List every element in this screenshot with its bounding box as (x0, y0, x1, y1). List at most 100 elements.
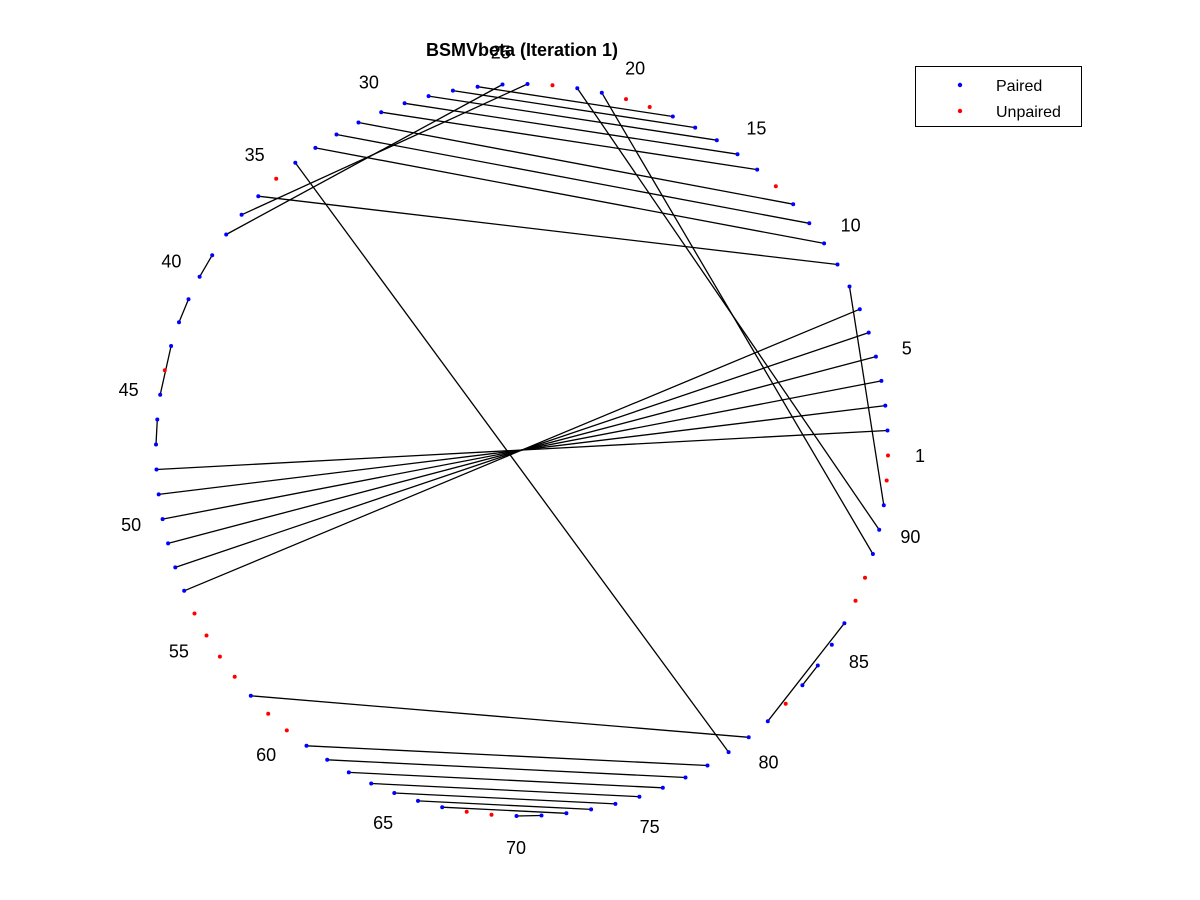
paired-point-52 (173, 565, 178, 570)
pair-line-24-37 (241, 83, 528, 216)
paired-point-42 (177, 320, 181, 325)
pair-line-58-80 (250, 695, 749, 738)
pair-line-34-79 (294, 162, 730, 753)
pair-line-63-76 (348, 771, 663, 789)
pair-line-65-74 (394, 792, 616, 805)
index-label-15: 15 (746, 118, 766, 138)
index-label-10: 10 (841, 215, 861, 235)
pair-line-25-38 (225, 83, 503, 236)
legend-paired-marker (957, 82, 963, 88)
paired-point-40 (197, 274, 202, 279)
unpaired-point-69 (489, 812, 494, 817)
paired-point-75 (637, 794, 642, 799)
paired-point-31 (356, 120, 361, 125)
paired-point-34 (293, 160, 298, 165)
unpaired-point-92 (884, 478, 889, 483)
pair-line-61-78 (306, 745, 708, 767)
paired-point-37 (239, 212, 244, 217)
pair-line-11-32 (336, 133, 810, 224)
paired-point-49 (156, 492, 161, 497)
paired-point-8 (847, 284, 852, 289)
paired-point-36 (256, 194, 261, 199)
paired-point-84 (815, 663, 820, 668)
index-label-5: 5 (902, 338, 912, 358)
unpaired-point-60 (284, 728, 289, 733)
pair-line-46-47 (155, 419, 158, 445)
paired-point-10 (822, 241, 827, 246)
paired-point-67 (440, 805, 445, 810)
index-label-25: 25 (491, 43, 511, 63)
pair-line-16-28 (428, 95, 717, 141)
index-label-70: 70 (506, 838, 526, 858)
paired-point-25 (500, 82, 505, 87)
paired-point-63 (346, 770, 351, 775)
unpaired-point-55 (204, 633, 209, 638)
index-label-50: 50 (121, 515, 141, 535)
index-label-1: 1 (915, 446, 925, 466)
unpaired-point-13 (773, 184, 778, 189)
paired-point-86 (842, 621, 847, 626)
pair-line-67-72 (442, 806, 567, 814)
unpaired-point-82 (783, 701, 788, 706)
legend-box (915, 66, 1082, 127)
unpaired-point-35 (274, 176, 279, 181)
pair-line-15-29 (404, 102, 738, 155)
pair-line-8-91 (848, 286, 885, 506)
paired-point-7 (857, 307, 862, 312)
paired-point-29 (402, 101, 407, 106)
index-label-35: 35 (245, 145, 265, 165)
paired-point-48 (154, 467, 159, 472)
paired-point-53 (182, 588, 187, 593)
index-label-20: 20 (625, 58, 645, 78)
paired-point-38 (224, 232, 229, 237)
paired-point-32 (334, 132, 339, 137)
pair-line-41-42 (178, 298, 190, 323)
unpaired-point-19 (647, 105, 652, 109)
legend: Paired Unpaired (915, 66, 1082, 127)
pair-line-12-31 (358, 121, 794, 205)
paired-point-2 (885, 428, 890, 433)
paired-point-26 (475, 84, 480, 89)
paired-point-85 (829, 642, 834, 647)
pair-line-22-90 (576, 87, 880, 531)
paired-point-11 (807, 221, 812, 226)
paired-point-28 (426, 94, 431, 99)
pair-line-39-40 (199, 254, 213, 278)
paired-point-45 (158, 392, 163, 397)
paired-point-72 (564, 811, 569, 816)
paired-point-46 (155, 417, 160, 422)
paired-point-58 (248, 693, 253, 698)
paired-point-90 (877, 527, 882, 532)
paired-point-22 (575, 86, 580, 91)
paired-point-62 (325, 757, 330, 762)
index-label-80: 80 (758, 753, 778, 773)
paired-point-15 (735, 152, 740, 157)
paired-point-14 (755, 167, 760, 172)
paired-point-74 (613, 801, 618, 806)
index-label-85: 85 (849, 652, 869, 672)
unpaired-point-54 (192, 611, 197, 616)
pair-line-70-71 (516, 814, 542, 817)
index-label-45: 45 (119, 380, 139, 400)
nucleotide-points (154, 82, 890, 818)
paired-point-91 (881, 503, 886, 508)
pair-line-64-75 (371, 782, 640, 798)
paired-point-4 (879, 378, 884, 383)
index-label-55: 55 (169, 642, 189, 662)
unpaired-point-87 (853, 598, 858, 603)
paired-point-65 (392, 791, 397, 795)
legend-unpaired-label: Unpaired (996, 104, 1061, 121)
index-label-90: 90 (900, 527, 920, 547)
paired-point-80 (746, 735, 751, 740)
pair-line-62-77 (327, 759, 686, 779)
legend-unpaired-marker (957, 108, 963, 114)
pair-line-9-36 (258, 195, 838, 266)
paired-point-51 (166, 541, 171, 546)
paired-point-70 (514, 814, 519, 818)
pair-line-81-86 (767, 622, 845, 722)
paired-point-79 (726, 750, 731, 755)
paired-point-12 (791, 202, 796, 207)
paired-point-24 (525, 82, 530, 86)
